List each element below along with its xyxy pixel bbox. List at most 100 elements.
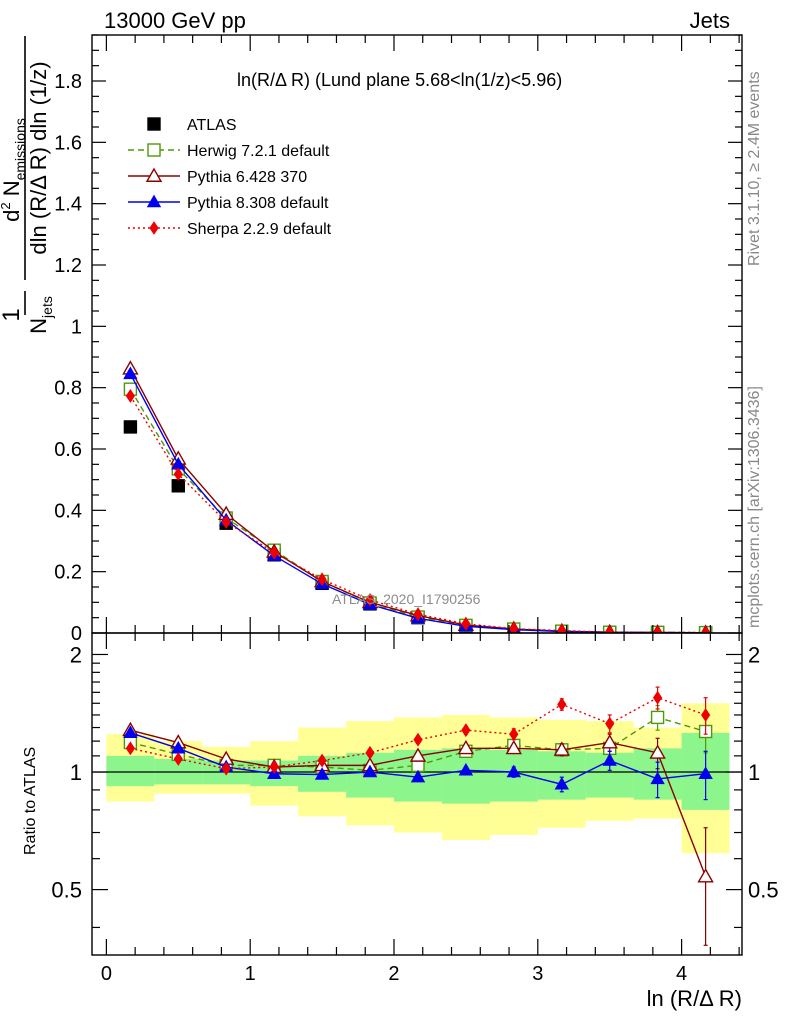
main-data-point (461, 616, 471, 631)
ratio-data-point (461, 723, 471, 738)
ratio-data-point (362, 764, 378, 778)
ratio-y-axis-label: Ratio to ATLAS (22, 746, 39, 855)
x-tick-label: 0 (101, 963, 112, 985)
ratio-series-group (125, 686, 711, 776)
ratio-data-point (317, 753, 327, 768)
ratio-data-point (697, 868, 714, 883)
rivet-version-label: Rivet 3.1.10, ≥ 2.4M events (746, 71, 763, 266)
ratio-panel-frame (91, 632, 743, 956)
main-y-axis-label: 1 Njets d2 Nemissions dln (R/Δ R) dln (1… (0, 36, 55, 334)
svg-text:dln (R/Δ R) dln (1/z): dln (R/Δ R) dln (1/z) (26, 61, 51, 254)
main-data-point (317, 572, 327, 587)
ratio-band-inner-bin (106, 755, 155, 787)
main-y-tick-label: 0.8 (54, 378, 82, 400)
main-panel-title: ln(R/Δ R) (Lund plane 5.68<ln(1/z)<5.96) (237, 70, 562, 90)
x-tick-label: 4 (676, 963, 687, 985)
x-tick-label: 2 (388, 963, 399, 985)
main-y-tick-label: 0.6 (54, 439, 82, 461)
ratio-data-point (557, 697, 567, 712)
main-y-tick-label: 1.8 (54, 71, 82, 93)
ratio-data-point (413, 732, 423, 747)
main-data-point (221, 515, 231, 529)
ratio-data-point (506, 764, 521, 778)
jets-label: Jets (689, 8, 730, 33)
main-y-tick-label: 0.2 (54, 562, 82, 584)
ratio-data-point (123, 725, 138, 739)
axis-tick-labels: 0.2 0.4 0.6 0.8 1 1.2 1.4 1.6 1.8 0 0 1 2 3 4 0.5 0.5 1 1 2… (51, 71, 778, 985)
main-data-point (413, 607, 423, 622)
ratio-panel-series (122, 686, 714, 946)
ratio-data-point (701, 708, 711, 722)
mcplots-label: mcplots.cern.ch [arXiv:1306.3436] (746, 386, 763, 628)
main-data-point (365, 592, 375, 607)
ratio-y-tick-label: 2 (70, 642, 82, 667)
ratio-data-point (457, 739, 475, 755)
analysis-watermark: ATLAS_2020_I1790256 (332, 591, 481, 607)
main-y-tick-label: 0 (71, 623, 82, 645)
main-y-tick-label: 1.6 (54, 132, 82, 154)
main-data-point (509, 621, 519, 633)
main-y-tick-label: 1.2 (54, 255, 82, 277)
ratio-data-point (221, 761, 231, 776)
energy-label: 13000 GeV pp (104, 8, 246, 33)
main-data-point (171, 479, 185, 493)
svg-text:d2 Nemissions: d2 Nemissions (0, 118, 28, 222)
legend-label: Pythia 6.428 370 (187, 169, 307, 186)
legend-marker (149, 221, 159, 235)
legend-marker (145, 167, 163, 182)
ratio-data-point (605, 716, 615, 731)
main-data-point (557, 623, 567, 633)
legend-entry: Pythia 8.308 default (128, 194, 329, 212)
legend-marker (146, 194, 162, 208)
ratio-data-point (601, 734, 618, 749)
legend: ATLAS Herwig 7.2.1 default Pythia 6.428 37… (128, 117, 332, 238)
ratio-data-point (409, 747, 427, 762)
main-data-point (269, 545, 279, 560)
legend-entry: Sherpa 2.2.9 default (128, 221, 332, 238)
legend-entry: ATLAS (147, 117, 237, 134)
x-tick-label: 1 (245, 963, 256, 985)
ratio-data-point (410, 769, 426, 783)
ratio-data-point (650, 771, 665, 785)
main-y-tick-label: 1 (71, 316, 82, 338)
legend-label: Pythia 8.308 default (187, 195, 329, 212)
ratio-y-tick-label: 0.5 (51, 878, 82, 903)
main-series-group (125, 389, 711, 633)
ratio-y-tick-label: 1 (70, 760, 82, 785)
ratio-data-point (505, 739, 522, 755)
ratio-data-point (125, 741, 135, 756)
ratio-data-point (554, 776, 570, 790)
ratio-data-point (652, 690, 663, 705)
main-data-point (125, 389, 135, 403)
ratio-data-point (509, 727, 519, 742)
ratio-data-point (269, 760, 279, 774)
main-data-point (123, 366, 138, 380)
ratio-data-point (365, 745, 375, 760)
ratio-data-point (650, 710, 665, 725)
ratio-data-point (458, 762, 474, 776)
panel-frames (91, 34, 743, 956)
x-axis-label: ln (R/Δ R) (646, 986, 742, 1011)
ratio-data-point (698, 766, 713, 779)
ratio-y-tick-label-right: 1 (748, 760, 760, 785)
ratio-y-tick-label-right: 2 (748, 642, 760, 667)
legend-label: ATLAS (187, 117, 237, 134)
ratio-data-point (649, 744, 666, 759)
main-data-point (701, 625, 711, 633)
legend-entry: Herwig 7.2.1 default (128, 143, 330, 160)
legend-label: Sherpa 2.2.9 default (187, 221, 332, 238)
main-data-point (652, 625, 663, 633)
legend-marker (147, 117, 161, 131)
ratio-data-point (602, 753, 617, 766)
main-y-tick-label: 1.4 (54, 194, 82, 216)
legend-marker (147, 143, 161, 157)
ratio-data-point (553, 741, 571, 756)
legend-label: Herwig 7.2.1 default (187, 143, 330, 160)
svg-text:Njets: Njets (26, 296, 55, 334)
ratio-data-point (314, 767, 330, 780)
main-data-point (123, 420, 138, 434)
ratio-data-point (173, 752, 183, 766)
svg-text:1: 1 (0, 308, 25, 321)
legend-entry: Pythia 6.428 370 (128, 167, 307, 186)
